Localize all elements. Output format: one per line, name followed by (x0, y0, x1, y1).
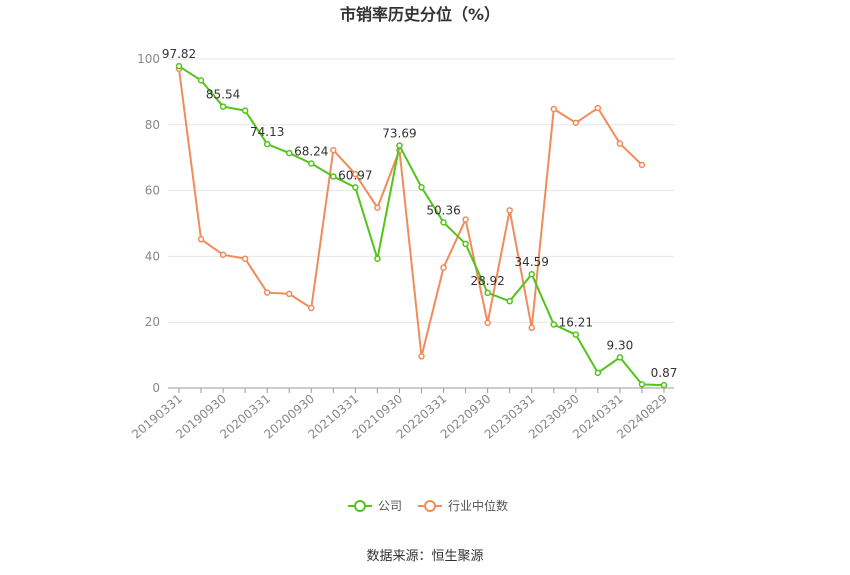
series-line-0 (178, 65, 665, 387)
data-point-1 (285, 290, 293, 298)
legend-item-0[interactable]: 公司 (348, 499, 402, 513)
data-point-0 (528, 270, 535, 278)
data-label: 34.59 (515, 255, 549, 269)
data-point-0 (396, 142, 403, 149)
grid (168, 58, 674, 323)
y-tick-label: 0 (152, 381, 160, 395)
data-point-1 (308, 304, 315, 312)
data-point-0 (330, 173, 337, 180)
data-point-0 (462, 240, 469, 248)
data-point-1 (616, 140, 624, 147)
data-point-0 (550, 321, 558, 328)
data-point-0 (241, 107, 249, 114)
data-point-0 (616, 354, 624, 361)
data-point-0 (374, 255, 381, 262)
data-point-0 (263, 140, 271, 148)
data-label: 74.13 (250, 125, 284, 139)
legend[interactable]: 公司 行业中位数 (348, 498, 508, 513)
y-tick-label: 80 (145, 118, 160, 132)
data-point-1 (440, 264, 447, 271)
legend-label: 行业中位数 (448, 498, 508, 513)
data-point-1 (374, 204, 381, 211)
source-note: 数据来源：恒生聚源 (366, 549, 483, 564)
data-label: 68.24 (294, 144, 328, 158)
chart-title: 市销率历史分位（%） (340, 5, 500, 24)
data-label: 60.97 (338, 168, 372, 182)
data-point-0 (594, 369, 602, 377)
data-point-1 (263, 289, 271, 296)
data-label: 73.69 (382, 127, 416, 141)
data-label: 85.54 (206, 88, 240, 102)
legend-label: 公司 (378, 499, 402, 513)
data-point-1 (219, 251, 227, 259)
series-line-1 (178, 68, 643, 357)
data-point-1 (418, 353, 425, 360)
data-label: 28.92 (470, 274, 504, 288)
y-tick-label: 60 (145, 184, 160, 198)
y-tick-label: 100 (137, 52, 160, 66)
data-point-1 (528, 324, 535, 332)
legend-marker (424, 500, 436, 512)
legend-marker (354, 500, 366, 512)
data-point-1 (352, 170, 359, 178)
data-point-1 (638, 161, 646, 169)
data-point-0 (418, 184, 425, 191)
data-point-1 (462, 216, 469, 223)
data-label: 9.30 (607, 338, 634, 352)
data-point-1 (241, 255, 249, 262)
data-point-0 (506, 297, 513, 305)
x-axis: 2019033120190930202003312020093020210331… (129, 387, 674, 442)
data-point-0 (484, 289, 491, 297)
data-point-0 (572, 331, 580, 338)
y-tick-label: 20 (145, 315, 160, 329)
data-point-0 (219, 103, 227, 110)
data-point-0 (440, 219, 447, 226)
data-point-0 (285, 149, 293, 157)
data-point-1 (484, 319, 491, 327)
y-tick-label: 40 (145, 249, 160, 263)
data-label: 16.21 (559, 316, 593, 330)
data-point-0 (638, 381, 646, 388)
data-point-1 (594, 104, 602, 112)
data-point-1 (197, 236, 205, 243)
data-label: 50.36 (426, 203, 460, 217)
data-point-1 (550, 105, 558, 113)
data-label: 0.87 (651, 366, 678, 380)
data-point-0 (175, 62, 183, 70)
data-point-0 (308, 160, 315, 167)
data-point-1 (506, 207, 513, 214)
y-axis: 0 20 40 60 80 100 (137, 52, 160, 395)
data-label: 97.82 (162, 47, 196, 61)
data-point-1 (330, 146, 337, 154)
data-point-1 (572, 119, 580, 127)
data-labels: 97.82 85.54 74.13 68.24 60.97 73.69 50.36 28.92… (162, 47, 678, 380)
legend-item-1[interactable]: 行业中位数 (418, 498, 508, 513)
data-point-0 (352, 184, 359, 191)
series-layer (175, 62, 668, 389)
data-point-0 (197, 77, 205, 84)
data-point-0 (660, 381, 668, 389)
